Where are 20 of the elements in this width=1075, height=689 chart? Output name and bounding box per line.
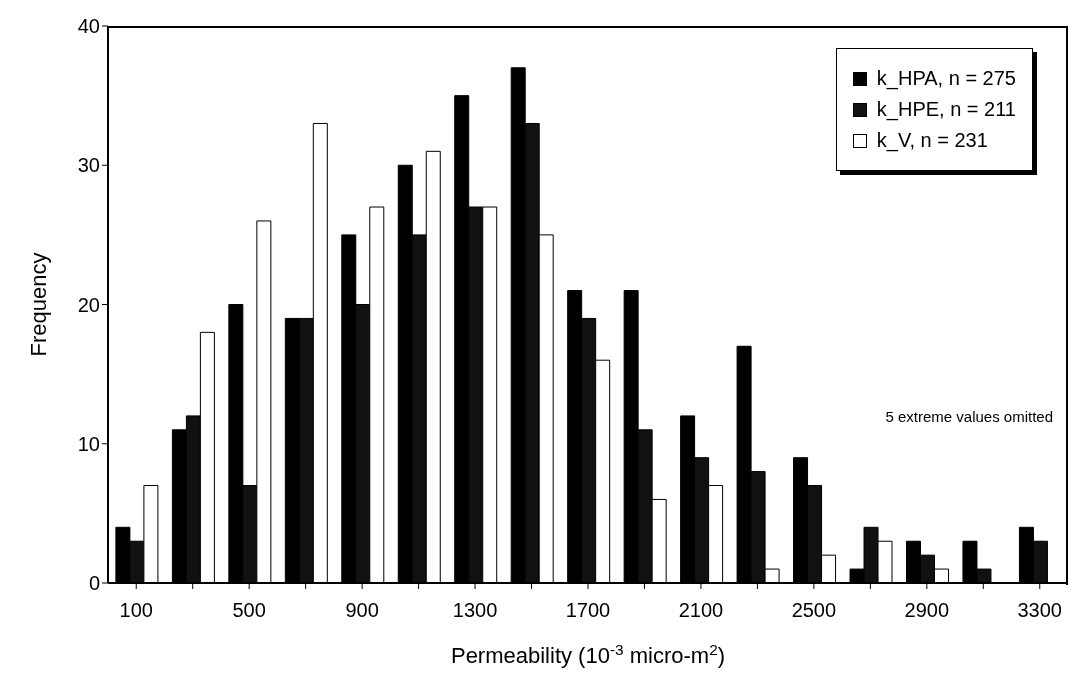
legend-label: k_HPE, n = 211 xyxy=(876,98,1016,121)
x-tick-label: 1700 xyxy=(565,599,611,622)
x-tick-label: 100 xyxy=(119,599,153,622)
y-tick-label: 0 xyxy=(88,572,100,595)
x-tick-label: 2100 xyxy=(678,599,724,622)
y-tick-label: 40 xyxy=(77,15,100,38)
x-tick-label: 3300 xyxy=(1017,599,1063,622)
y-axis-title: Frequency xyxy=(25,252,51,357)
x-tick-label: 500 xyxy=(232,599,266,622)
legend-label: k_V, n = 231 xyxy=(876,129,988,152)
y-tick-label: 30 xyxy=(77,154,100,177)
legend-label: k_HPA, n = 275 xyxy=(876,67,1016,90)
x-axis-title: Permeability (10$^{-3}$ micro-m$^{2}$) xyxy=(450,640,726,668)
annotation: 5 extreme values omitted xyxy=(885,408,1053,425)
x-tick-label: 900 xyxy=(345,599,379,622)
y-tick-label: 10 xyxy=(77,432,100,455)
x-tick-label: 2900 xyxy=(904,599,950,622)
y-tick-label: 20 xyxy=(77,293,100,316)
x-tick-label: 2500 xyxy=(791,599,837,622)
x-tick-label: 1300 xyxy=(452,599,498,622)
